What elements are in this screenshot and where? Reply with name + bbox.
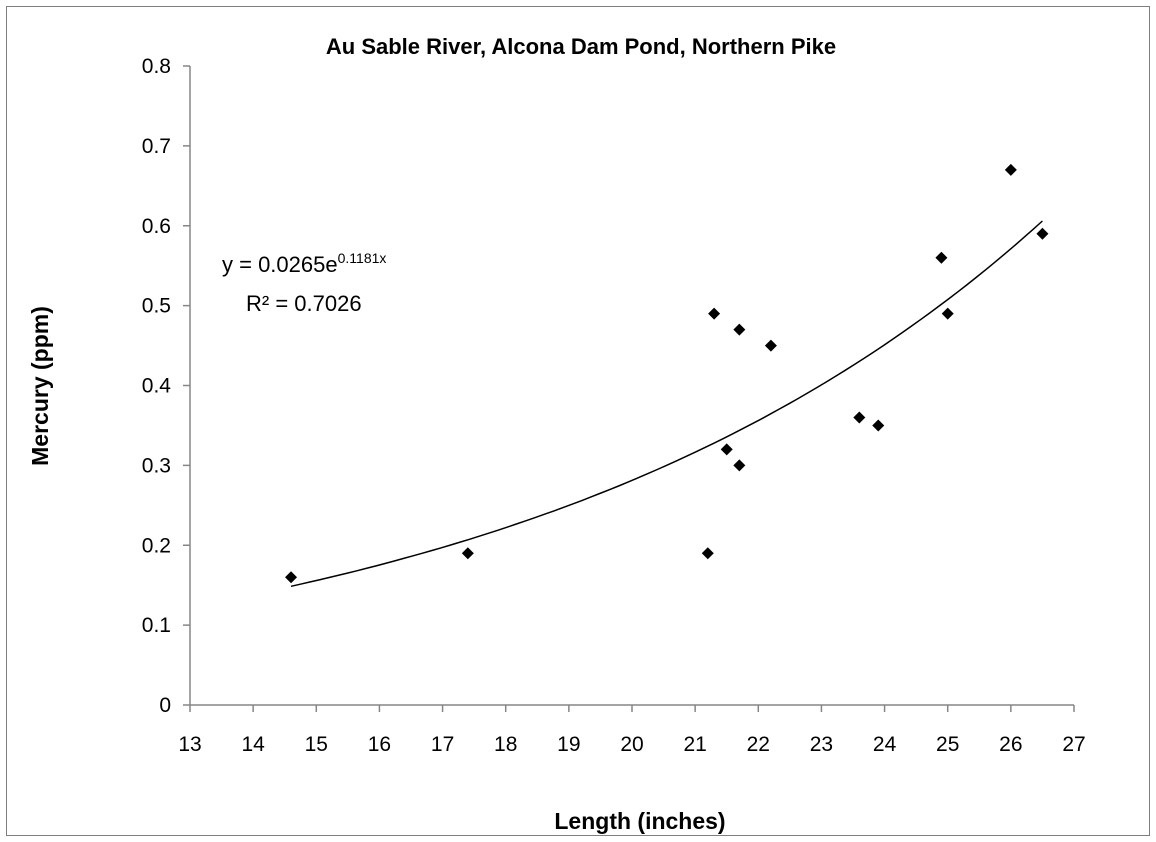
y-tick-label: 0.5 (142, 295, 171, 318)
y-tick-label: 0.6 (142, 215, 171, 238)
x-axis-ticks: 13 14 15 16 17 18 19 20 21 22 23 24 25 26 27 (178, 705, 1086, 756)
data-point (853, 411, 866, 424)
y-tick-label: 0.7 (142, 135, 171, 158)
y-tick-label: 0 (159, 694, 171, 717)
data-points (285, 163, 1049, 584)
y-tick-label: 0.8 (142, 55, 171, 78)
x-tick-label: 13 (178, 733, 201, 756)
trendline-equation: y = 0.0265e0.1181x (222, 250, 386, 277)
x-tick-label: 26 (999, 733, 1022, 756)
x-tick-label: 24 (873, 733, 897, 756)
x-tick-label: 27 (1062, 733, 1085, 756)
x-tick-label: 15 (305, 733, 328, 756)
x-tick-label: 14 (241, 733, 265, 756)
trendline-equation-main: y = 0.0265e (222, 252, 338, 277)
y-tick-label: 0.4 (142, 375, 172, 398)
y-axis-title: Mercury (ppm) (27, 306, 53, 466)
data-point (764, 339, 777, 352)
data-point (708, 307, 721, 320)
x-tick-label: 23 (810, 733, 833, 756)
trendline-r-squared: R² = 0.7026 (246, 291, 362, 316)
data-point (461, 547, 474, 560)
data-point (935, 251, 948, 264)
data-point (701, 547, 714, 560)
x-tick-label: 16 (368, 733, 391, 756)
data-point (720, 443, 733, 456)
chart-frame (6, 6, 1150, 836)
x-axis-title: Length (inches) (554, 808, 725, 834)
trendline-equation-exponent: 0.1181x (338, 250, 387, 266)
axes (189, 66, 1074, 706)
data-point (941, 307, 954, 320)
x-tick-label: 20 (620, 733, 643, 756)
data-point (872, 419, 885, 432)
x-tick-label: 22 (747, 733, 770, 756)
data-point (1036, 227, 1049, 240)
y-axis-ticks: 0 0.1 0.2 0.3 0.4 0.5 0.6 0.7 0.8 (142, 55, 190, 717)
x-tick-label: 21 (683, 733, 706, 756)
data-point (733, 323, 746, 336)
data-point (1004, 163, 1017, 176)
x-tick-label: 19 (557, 733, 580, 756)
data-point (285, 571, 298, 584)
x-tick-label: 25 (936, 733, 959, 756)
trendline (290, 220, 1043, 588)
y-tick-label: 0.2 (142, 534, 171, 557)
y-tick-label: 0.3 (142, 454, 171, 477)
data-point (733, 459, 746, 472)
chart-title: Au Sable River, Alcona Dam Pond, Norther… (326, 34, 836, 59)
y-tick-label: 0.1 (142, 614, 171, 637)
x-tick-label: 17 (431, 733, 454, 756)
x-tick-label: 18 (494, 733, 517, 756)
